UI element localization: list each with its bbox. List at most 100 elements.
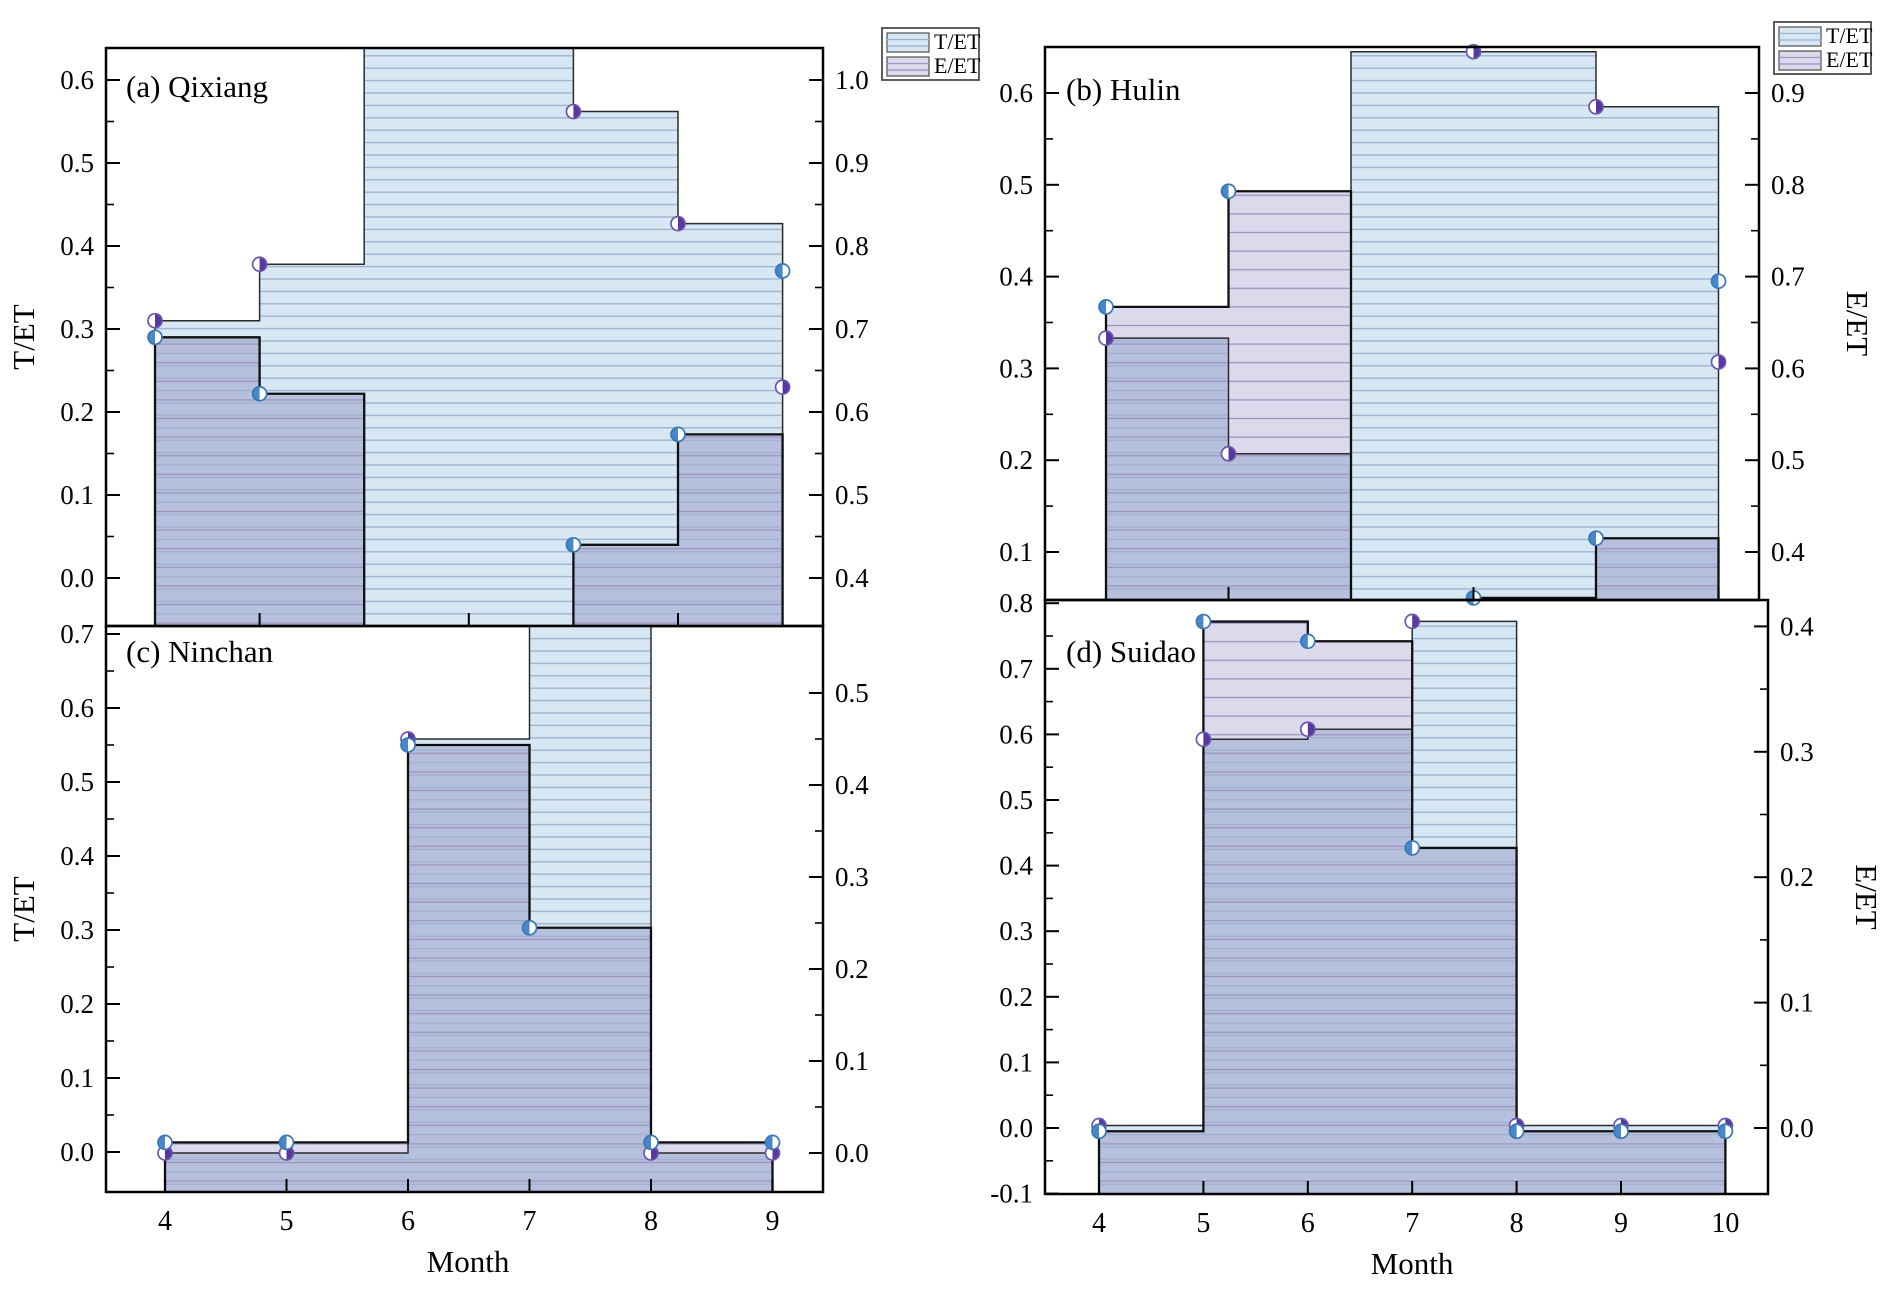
tick-label: 0.6: [999, 719, 1033, 749]
right-axis-title: E/ET: [1849, 864, 1884, 929]
legend-label: T/ET: [934, 29, 981, 54]
blue-marker-ring: [1404, 840, 1421, 856]
purple-marker-ring: [1220, 445, 1237, 462]
tick-label: 0.4: [999, 262, 1033, 292]
x-axis-title: Month: [1371, 1246, 1454, 1281]
purple-marker-ring: [1404, 613, 1421, 630]
legend-swatch: [886, 32, 930, 53]
tick-label: 0.4: [1780, 611, 1814, 641]
panel-d-plot: [1097, 620, 1727, 1193]
blue-marker-ring: [1299, 633, 1316, 650]
tick-label: 0.7: [1771, 262, 1805, 292]
tick-label: 0.1: [60, 1063, 94, 1093]
panel-d-frame: [1043, 598, 1770, 1196]
tick-label: 0.5: [835, 678, 869, 708]
tick-label: 0.2: [1780, 862, 1814, 892]
purple-marker-ring: [1098, 330, 1114, 346]
blue-marker-ring: [565, 536, 582, 553]
x-tick-label: 9: [1614, 1208, 1628, 1239]
tick-label: 0.5: [60, 148, 94, 178]
tick-label: 0.3: [1780, 737, 1814, 767]
panel-d-markers: [1091, 613, 1734, 1140]
blue-marker-ring: [400, 737, 416, 753]
tick-label: 0.8: [835, 231, 869, 261]
blue-marker-ring: [147, 329, 163, 346]
series-tet-outline: [163, 743, 774, 1191]
panel-c-plot: [163, 627, 774, 1191]
legend-swatch: [886, 56, 930, 77]
series-eet-outline: [1105, 50, 1720, 599]
tick-label: 0.3: [835, 862, 869, 892]
blue-marker-ring: [643, 1134, 659, 1151]
panel-c-frame: [104, 624, 825, 1194]
tick-label: 0.4: [60, 841, 94, 871]
tick-label: 0.7: [999, 654, 1033, 684]
x-tick-label: 7: [1405, 1208, 1419, 1239]
tick-label: 0.0: [60, 1137, 94, 1167]
tick-label: 0.0: [1780, 1113, 1814, 1143]
tick-label: 0.7: [835, 314, 869, 344]
tick-label: 0.6: [60, 65, 94, 95]
panel-c-title: (c) Ninchan: [126, 634, 274, 669]
purple-marker-ring: [774, 379, 791, 395]
blue-marker-ring: [1508, 1123, 1525, 1140]
panel-b-axes: 0.1 0.2 0.3 0.4 0.5 0.6 0.4 0.5 0.6 0.7 0.8 0.9: [999, 78, 1805, 600]
legend-label: E/ET: [934, 53, 981, 78]
x-tick-label: 6: [401, 1206, 415, 1237]
tick-label: 0.1: [835, 1046, 869, 1076]
panel-a-axes: 0.0 0.1 0.2 0.3 0.4 0.5 0.6 0.4 0.5 0.6 0.7 0.8 0.9 1…: [60, 65, 869, 626]
tick-label: 0.4: [835, 770, 869, 800]
blue-marker-ring: [1098, 299, 1114, 315]
blue-marker-ring: [1220, 183, 1237, 200]
blue-marker-ring: [1710, 273, 1727, 290]
panel-b-title: (b) Hulin: [1066, 72, 1181, 107]
blue-marker-ring: [157, 1134, 173, 1151]
tick-label: 0.4: [835, 563, 869, 593]
tick-label: 1.0: [835, 65, 869, 95]
tick-label: 0.1: [999, 1047, 1033, 1077]
overlap-hatch-lavender: [1099, 729, 1726, 1193]
overlap-hatch-lavender: [1106, 338, 1719, 599]
tick-label: 0.5: [1771, 445, 1805, 475]
tick-label: 0.5: [999, 785, 1033, 815]
blue-marker-ring: [521, 919, 538, 936]
blue-marker-ring: [1613, 1123, 1629, 1140]
purple-marker-ring: [1588, 98, 1604, 115]
tick-label: 0.6: [835, 397, 869, 427]
tick-label: 0.7: [60, 619, 94, 649]
panel-a-title: (a) Qixiang: [126, 69, 268, 104]
x-tick-label: 5: [280, 1206, 294, 1237]
blue-marker-ring: [774, 263, 791, 279]
tick-label: 0.2: [999, 982, 1033, 1012]
x-axis-title: Month: [427, 1244, 510, 1279]
blue-marker-ring: [670, 426, 686, 443]
panel-d-title: (d) Suidao: [1066, 634, 1196, 669]
series-tet-outline: [1104, 190, 1720, 599]
purple-marker-ring: [1465, 43, 1482, 60]
tick-label: 0.2: [60, 989, 94, 1019]
panel-c-markers: [157, 731, 781, 1161]
x-tick-label: 9: [766, 1206, 780, 1237]
tick-label: -0.1: [990, 1179, 1033, 1209]
tick-label: 0.9: [835, 148, 869, 178]
purple-marker-ring: [147, 312, 163, 329]
tick-label: 0.3: [999, 916, 1033, 946]
tick-label: 0.2: [60, 397, 94, 427]
right-axis-title: E/ET: [1840, 291, 1875, 356]
x-tick-label: 10: [1711, 1208, 1739, 1239]
blue-marker-ring: [1195, 613, 1212, 630]
tick-label: 0.0: [60, 563, 94, 593]
blue-marker-ring: [1091, 1123, 1107, 1140]
blue-marker-ring: [278, 1134, 295, 1151]
left-axis-title: T/ET: [6, 304, 41, 369]
tick-label: 0.0: [999, 1113, 1033, 1143]
tick-label: 0.1: [999, 537, 1033, 567]
tick-label: 0.6: [1771, 353, 1805, 383]
tick-label: 0.1: [60, 480, 94, 510]
overlap-hatch-lavender: [165, 745, 773, 1191]
purple-marker-ring: [1710, 354, 1727, 370]
legend-label: E/ET: [1826, 47, 1873, 72]
left-axis-title: T/ET: [6, 876, 41, 941]
